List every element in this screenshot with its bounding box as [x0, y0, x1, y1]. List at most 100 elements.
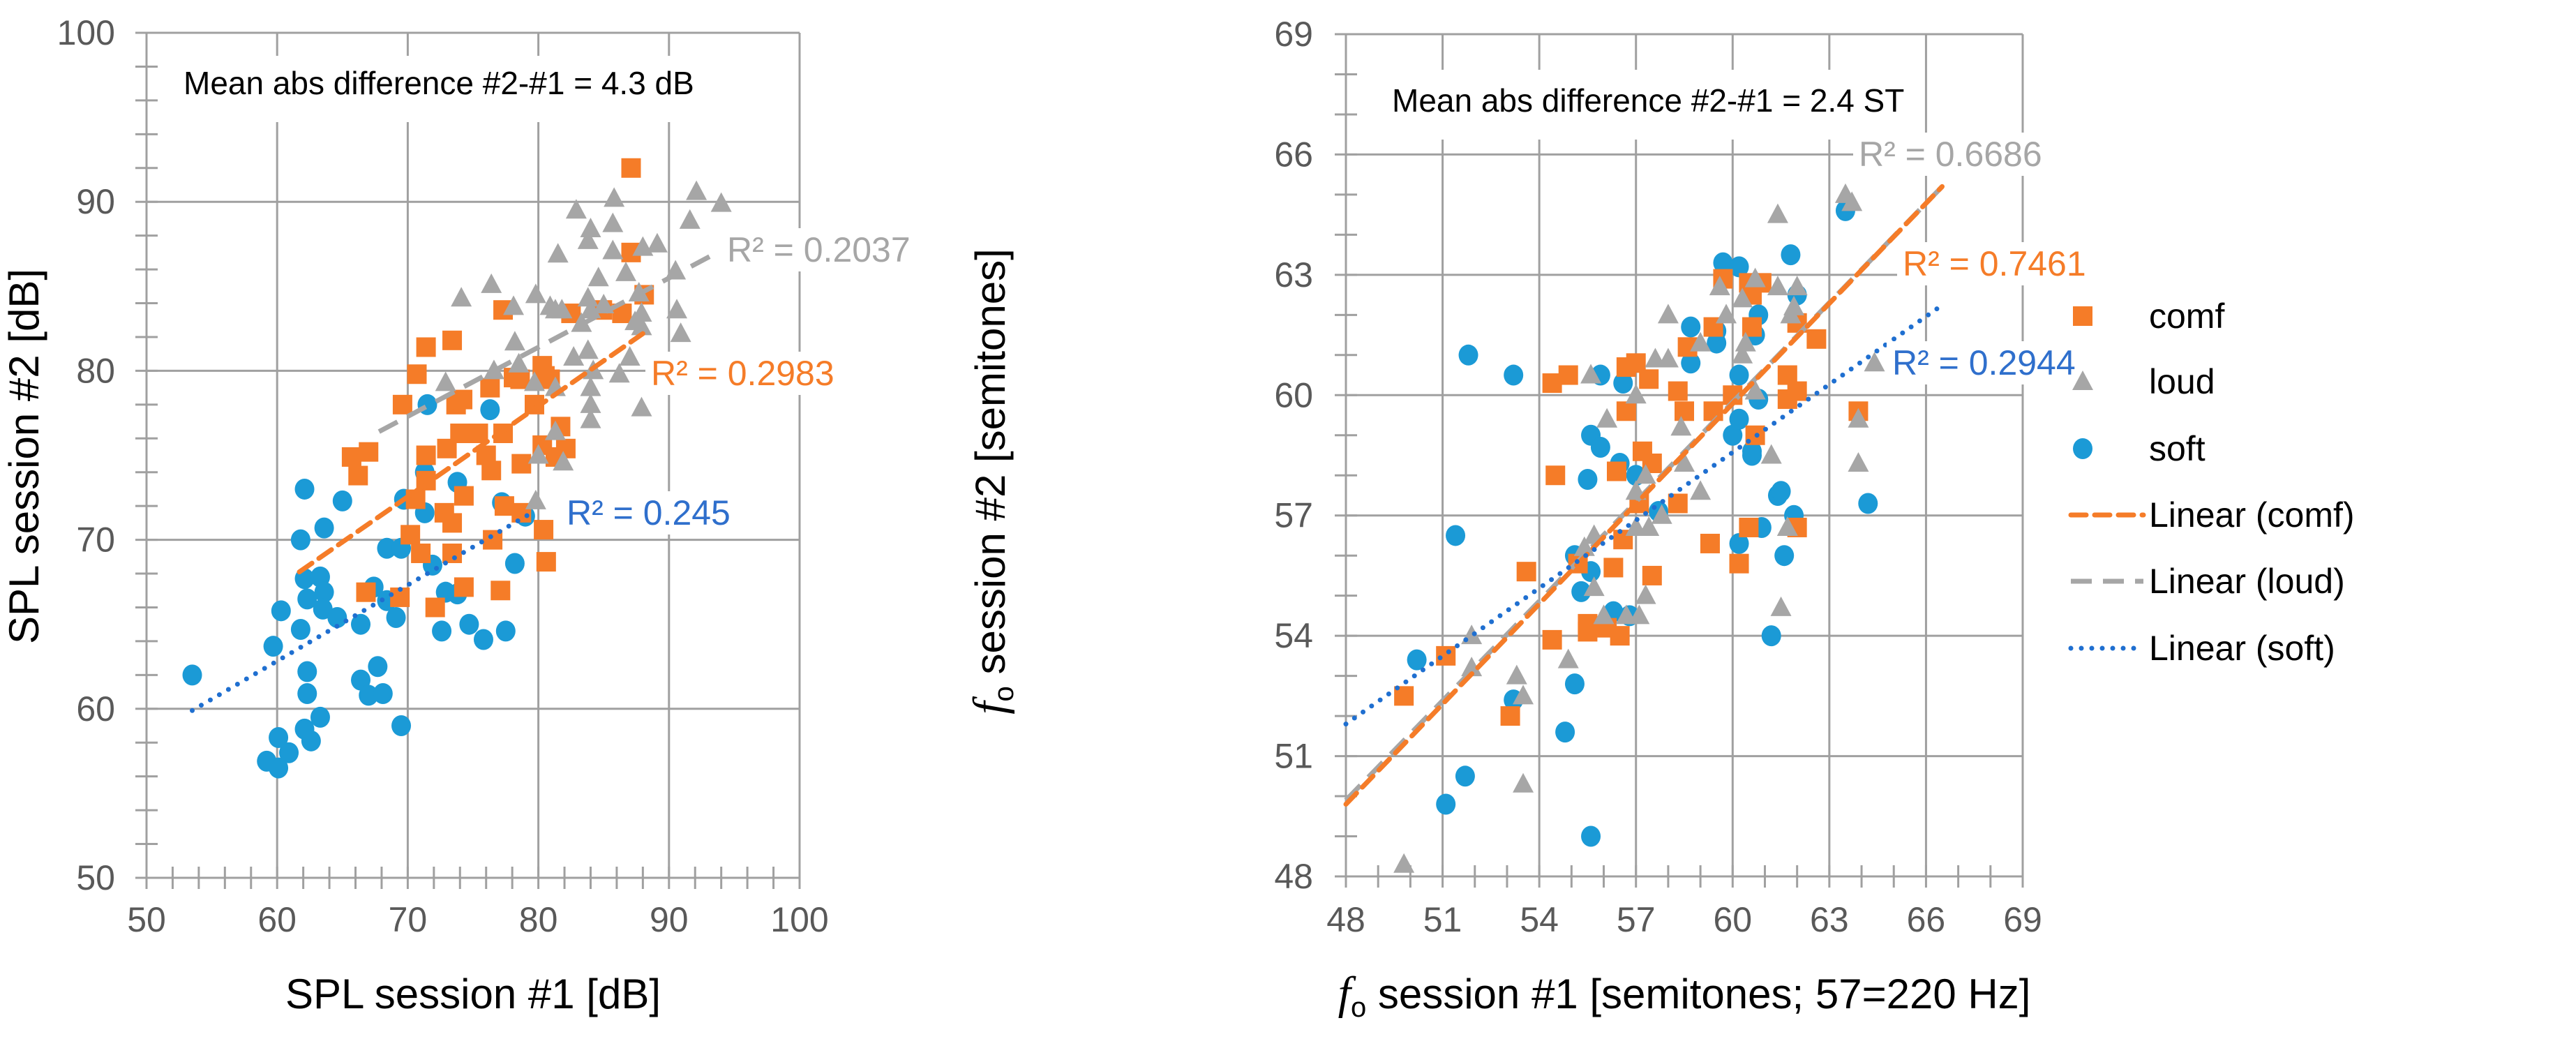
point-soft — [1455, 765, 1475, 787]
point-soft — [332, 490, 352, 511]
series-comf — [341, 158, 654, 618]
x-tick-label: 60 — [1713, 900, 1752, 939]
y-tick-label: 51 — [1274, 737, 1313, 776]
point-comf — [1639, 369, 1659, 389]
point-soft — [1858, 493, 1878, 514]
point-soft — [327, 607, 347, 629]
point-loud — [551, 299, 573, 319]
point-soft — [480, 399, 500, 421]
annotation-background — [167, 56, 705, 122]
point-loud — [577, 229, 599, 249]
point-soft — [314, 517, 334, 539]
annotation-mean-abs-difference: Mean abs difference #2-#1 = 2.4 ST — [1392, 82, 1904, 119]
point-loud — [565, 199, 587, 219]
point-soft — [1681, 352, 1701, 374]
point-loud — [1767, 203, 1788, 223]
annotation-background — [1378, 70, 1922, 140]
x-axis-title: SPL session #1 [dB] — [285, 971, 661, 1017]
point-loud — [631, 396, 652, 417]
point-soft — [351, 613, 371, 635]
point-loud — [1690, 480, 1712, 500]
point-soft — [1729, 532, 1749, 554]
point-loud — [580, 299, 601, 319]
axis-label-text: session #1 [semitones; 57=220 Hz] — [1366, 971, 2030, 1017]
point-loud — [619, 346, 641, 366]
point-soft — [1590, 437, 1610, 458]
r2-label-background — [561, 491, 756, 535]
point-loud — [1690, 331, 1712, 352]
point-loud — [1744, 380, 1766, 400]
point-loud — [1848, 408, 1869, 428]
point-soft — [377, 537, 397, 559]
y-tick-label: 60 — [1274, 375, 1313, 414]
x-axis-title: fo session #1 [semitones; 57=220 Hz] — [1338, 968, 2031, 1023]
point-comf — [481, 461, 502, 481]
point-loud — [608, 363, 630, 383]
legend-item-soft: soft — [2073, 429, 2206, 468]
point-soft — [1742, 444, 1762, 466]
point-loud — [604, 187, 625, 207]
y-axis-title: fo session #2 [semitones] — [964, 248, 1019, 715]
point-loud — [525, 283, 546, 304]
point-loud — [580, 217, 601, 237]
point-loud — [1770, 596, 1792, 616]
point-loud — [686, 180, 707, 200]
point-loud — [670, 322, 691, 343]
point-soft — [1407, 649, 1427, 671]
point-comf — [400, 525, 421, 545]
point-soft — [1681, 316, 1701, 338]
point-soft — [263, 636, 283, 657]
minor-ticks — [135, 31, 801, 889]
trendline-comf — [1343, 184, 1945, 807]
point-soft — [1774, 545, 1795, 567]
trendline-soft — [1343, 300, 1948, 727]
series-soft — [1407, 200, 1878, 847]
point-soft — [1781, 244, 1801, 266]
point-soft — [495, 620, 516, 642]
legend-label: Linear (loud) — [2149, 562, 2345, 601]
minor-ticks — [1335, 33, 2024, 888]
axis-label-text: session #2 [semitones] — [967, 248, 1014, 686]
point-loud — [1506, 664, 1527, 685]
point-comf — [411, 543, 431, 563]
y-tick-label: 80 — [76, 351, 115, 390]
x-tick-label: 51 — [1423, 900, 1462, 939]
point-soft — [504, 553, 525, 574]
point-loud — [631, 315, 652, 336]
point-comf — [356, 582, 376, 602]
point-soft — [1578, 468, 1598, 490]
x-tick-label: 54 — [1520, 900, 1559, 939]
point-loud — [1393, 853, 1415, 873]
y-tick-label: 70 — [76, 521, 115, 560]
point-soft — [1613, 373, 1633, 394]
point-comf — [1668, 381, 1688, 401]
gridlines — [145, 31, 801, 879]
x-tick-label: 66 — [1907, 900, 1946, 939]
point-soft — [1771, 481, 1791, 502]
point-loud — [1716, 304, 1737, 324]
point-comf — [416, 337, 436, 357]
point-comf — [1545, 465, 1566, 486]
x-tick-label: 48 — [1326, 900, 1365, 939]
point-soft — [459, 613, 479, 635]
point-comf — [1700, 533, 1720, 553]
point-loud — [1513, 772, 1534, 793]
point-soft — [1729, 256, 1749, 278]
axis-label-subscript: o — [1351, 992, 1366, 1023]
point-loud — [1776, 516, 1798, 536]
point-soft — [432, 620, 452, 642]
point-soft — [290, 618, 310, 640]
point-loud — [1732, 343, 1753, 364]
point-loud — [553, 451, 574, 471]
point-loud — [1635, 464, 1656, 484]
point-comf — [454, 577, 474, 597]
trendline-soft — [190, 510, 534, 713]
legend-item-linear-loud: Linear (loud) — [2071, 562, 2345, 601]
point-comf — [348, 465, 368, 486]
point-soft — [290, 529, 310, 551]
legend-item-linear-soft: Linear (soft) — [2068, 629, 2335, 668]
point-loud — [577, 287, 599, 307]
point-loud — [602, 239, 624, 260]
